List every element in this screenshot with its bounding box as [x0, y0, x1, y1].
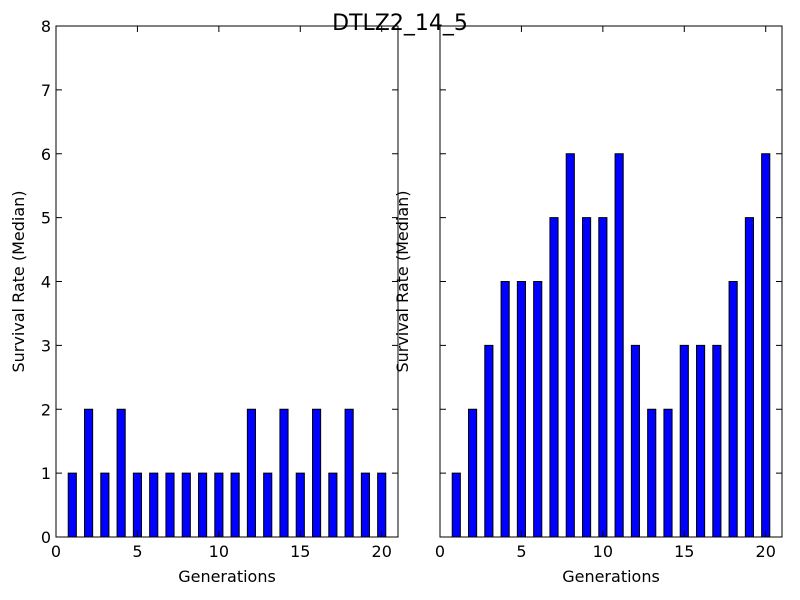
- bar: [582, 217, 592, 538]
- bar: [565, 153, 575, 538]
- bar: [728, 281, 738, 538]
- x-tick-label: 10: [593, 542, 613, 561]
- y-tick-label: 7: [41, 81, 51, 100]
- bar: [198, 472, 208, 538]
- y-tick-label: 2: [41, 400, 51, 419]
- x-tick-label: 5: [132, 542, 142, 561]
- bar: [761, 153, 771, 538]
- chart-panel-1: 0 5 10 15 20 0 1 2 3 4 5 6 7 8 Generations Survival Rat…: [9, 17, 399, 586]
- bar: [500, 281, 510, 538]
- bar: [214, 472, 224, 538]
- bar: [328, 472, 338, 538]
- bar: [533, 281, 543, 538]
- y-axis-label: Survival Rate (Median): [9, 190, 28, 372]
- bar: [116, 408, 126, 538]
- bar: [263, 472, 273, 538]
- bar: [279, 408, 289, 538]
- x-tick-label: 10: [209, 542, 229, 561]
- y-axis-label: Survival Rate (Median): [393, 190, 412, 372]
- bar: [663, 408, 673, 538]
- bar: [484, 344, 494, 538]
- x-tick-label: 0: [51, 542, 61, 561]
- bar: [614, 153, 624, 538]
- y-tick-label: 3: [41, 336, 51, 355]
- x-tick-label: 15: [290, 542, 310, 561]
- x-tick-label: 0: [435, 542, 445, 561]
- x-axis-label: Generations: [178, 567, 276, 586]
- y-tick-label: 0: [41, 528, 51, 547]
- y-tick-label: 8: [41, 17, 51, 36]
- x-tick-label: 5: [516, 542, 526, 561]
- bar: [100, 472, 110, 538]
- bar: [549, 217, 559, 538]
- bar: [344, 408, 354, 538]
- chart-title: DTLZ2_14_5: [332, 11, 468, 36]
- bar: [598, 217, 608, 538]
- bar: [377, 472, 387, 538]
- bar: [647, 408, 657, 538]
- bar: [246, 408, 257, 538]
- x-axis-label: Generations: [562, 567, 660, 586]
- bar: [468, 408, 478, 538]
- y-tick-label: 5: [41, 209, 51, 228]
- bar: [451, 472, 461, 538]
- bar: [230, 472, 240, 538]
- chart-panel-2: 0 5 10 15 20 Generations Survival Rate (Median…: [393, 25, 783, 586]
- bar: [149, 472, 159, 538]
- y-tick-label: 6: [41, 145, 51, 164]
- y-tick-label: 1: [41, 464, 51, 483]
- bar: [181, 472, 191, 538]
- bar: [132, 472, 143, 538]
- bar: [679, 344, 689, 538]
- bar: [84, 408, 94, 538]
- x-tick-label: 20: [372, 542, 392, 561]
- bar: [360, 472, 371, 538]
- x-tick-label: 20: [756, 542, 776, 561]
- bar: [67, 472, 77, 538]
- bar: [295, 472, 305, 538]
- bar: [744, 217, 754, 538]
- x-tick-label: 15: [674, 542, 694, 561]
- bar: [165, 472, 175, 538]
- bar: [712, 344, 722, 538]
- bar: [312, 408, 322, 538]
- y-tick-label: 4: [41, 273, 51, 292]
- bar: [516, 281, 526, 538]
- bar: [696, 344, 706, 538]
- bar: [630, 344, 640, 538]
